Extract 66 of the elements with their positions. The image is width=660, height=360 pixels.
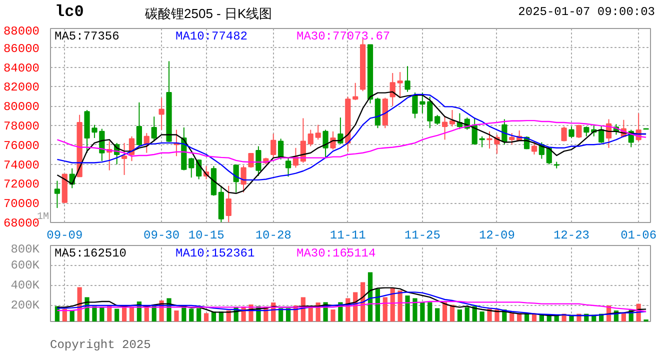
candlestick [561,126,567,142]
candlestick [330,130,336,150]
candlestick [397,72,403,98]
y-tick-label: 78000 [3,120,40,134]
candlestick [509,132,515,146]
y-tick-label: 82000 [3,80,40,95]
candlestick [233,164,239,193]
text: MA30:165114 [296,246,376,260]
y-tick-label: 600K [10,258,40,272]
x-tick-label: 09-30 [144,228,180,242]
candlestick [390,72,396,107]
x-tick-label: 01-06 [620,228,657,242]
text: 2025-01-07 09:00:03 [518,5,655,19]
y-tick-label: 84000 [3,61,40,76]
candlestick [427,96,433,129]
y-tick-label: 72000 [3,178,40,192]
candlestick [256,146,262,176]
candlestick [434,114,440,126]
candlestick [531,142,538,156]
chart-title: 碳酸锂2505 - 日K线图 [145,5,272,23]
y-tick-label: 200K [10,298,40,312]
y-tick-label: 88000 [3,24,40,38]
candlestick [308,129,314,147]
y-tick-label: 800K [10,242,40,256]
y-tick-label: 80000 [3,100,40,114]
text: Copyright 2025 [50,338,151,352]
candlestick [584,126,590,137]
candlestick [568,126,574,139]
text: MA10:77482 [176,30,248,44]
candlestick [404,66,410,92]
candlestick [54,180,60,208]
text: MA5:77356 [54,30,120,44]
text: MA10:152361 [176,246,255,260]
x-tick-label: 09-09 [46,228,83,242]
x-tick-label: 11-11 [330,228,366,242]
candlestick [442,116,448,140]
y-tick-label: 70000 [3,197,40,212]
candlestick [121,142,128,176]
text: MA30:77073.67 [296,30,390,44]
y-tick-label: 76000 [3,138,40,153]
y-tick-label: 86000 [3,42,40,56]
x-tick-label: 11-25 [404,228,440,242]
candlestick [226,185,232,222]
candlestick [240,164,246,193]
candlestick [158,97,164,130]
candlestick [315,124,321,140]
candlestick [270,133,276,158]
candlestick [322,129,328,158]
x-tick-label: 10-28 [255,228,292,242]
candlestick [248,153,254,168]
candlestick [352,82,358,101]
candlestick [136,102,142,147]
candlestick [285,157,292,178]
x-tick-label: 12-09 [478,228,515,242]
text: MA5:162510 [54,246,127,260]
x-tick-label: 12-23 [553,228,590,242]
y-tick-label: 68000 [3,216,40,230]
candlestick [576,124,582,139]
candlestick [449,109,456,127]
candlestick [188,157,194,178]
candlestick [278,138,284,160]
y-tick-label: 74000 [3,158,40,172]
candlestick [151,116,157,142]
x-tick-label: 10-15 [188,228,224,242]
chart-subtitle: lc0 [55,3,84,21]
y-tick-label: 400K [10,278,40,292]
